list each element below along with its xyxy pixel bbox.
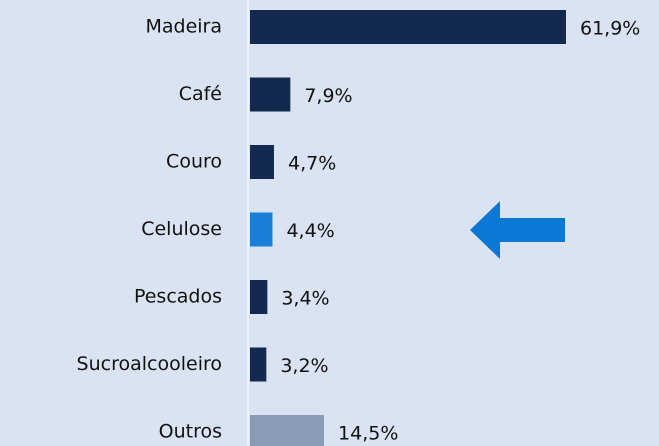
value-label: 3,4% <box>281 288 329 310</box>
value-label: 3,2% <box>280 355 328 377</box>
value-label: 14,5% <box>338 423 398 445</box>
bar <box>250 347 267 382</box>
value-label: 4,7% <box>288 153 336 175</box>
category-label: Café <box>179 83 222 105</box>
highlight-arrow <box>470 201 565 259</box>
bar <box>250 10 566 44</box>
bar <box>250 145 274 179</box>
category-label: Sucroalcooleiro <box>77 353 222 375</box>
value-label: 7,9% <box>304 85 352 107</box>
value-label: 61,9% <box>580 18 640 40</box>
value-label: 4,4% <box>286 220 334 242</box>
bar <box>250 212 273 247</box>
category-label: Madeira <box>145 16 222 38</box>
bar <box>250 280 268 314</box>
category-label: Pescados <box>134 286 222 308</box>
bar <box>250 77 291 112</box>
category-label: Outros <box>159 421 222 443</box>
category-label: Couro <box>166 151 222 173</box>
category-label: Celulose <box>141 218 222 240</box>
bar <box>250 415 325 446</box>
